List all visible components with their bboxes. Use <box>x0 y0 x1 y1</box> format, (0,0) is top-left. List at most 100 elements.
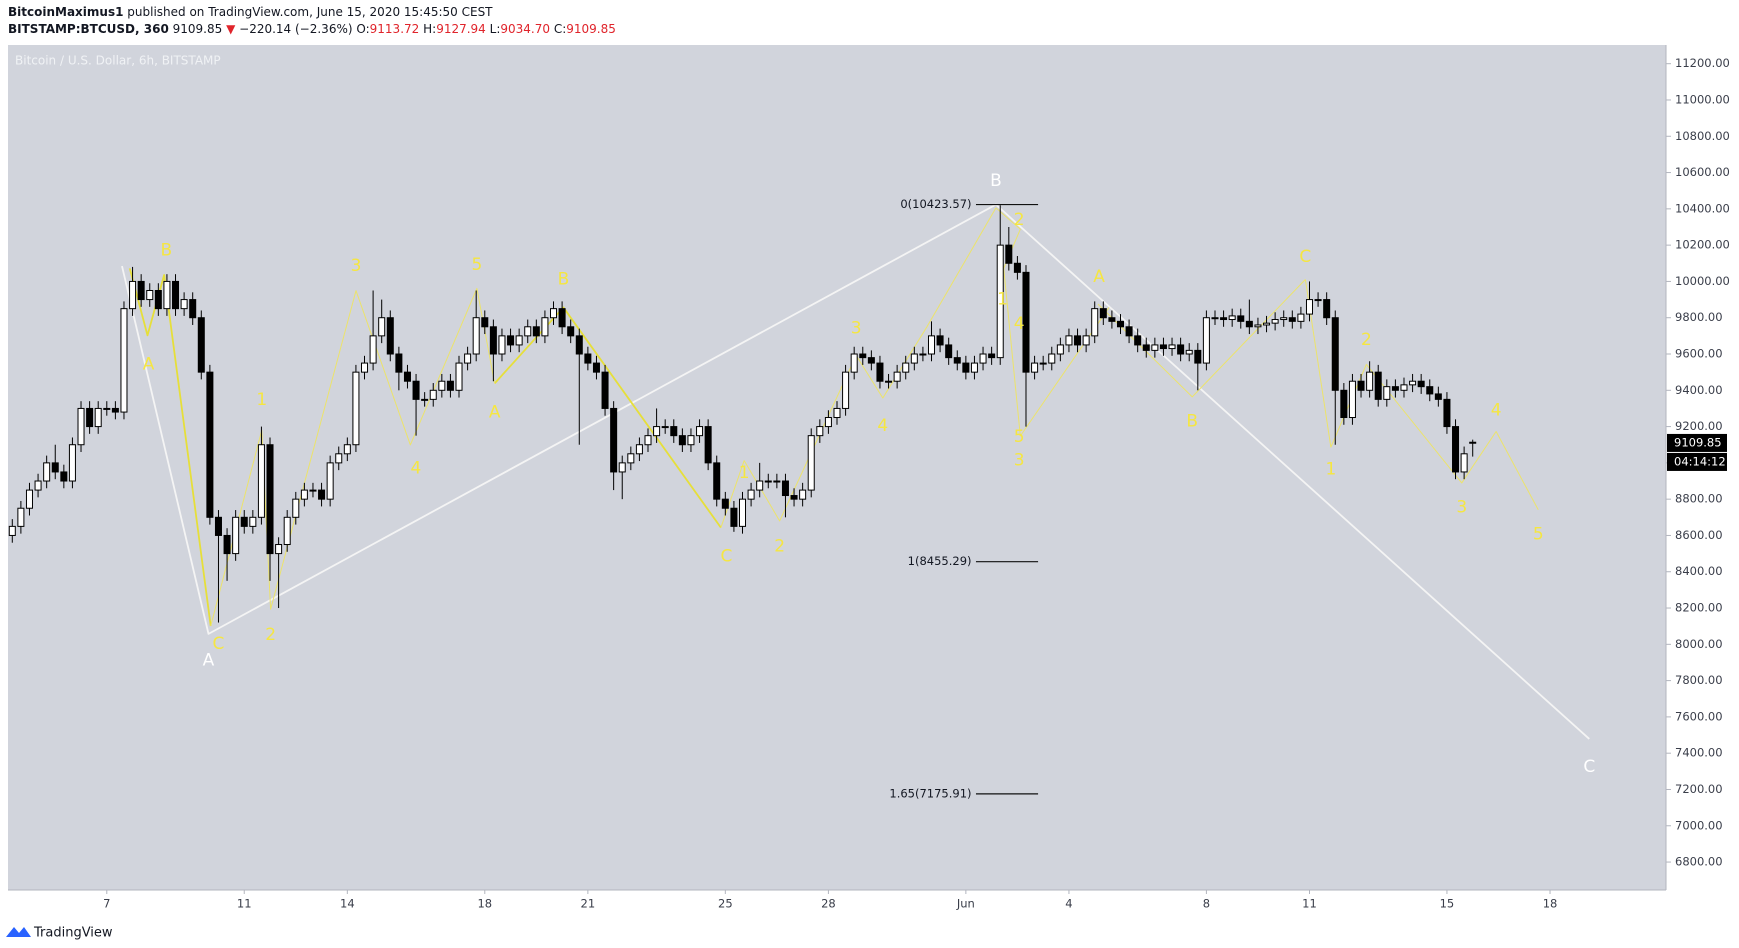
symbol: BITSTAMP:BTCUSD, 360 <box>8 22 169 36</box>
candle-body <box>979 353 987 364</box>
candle-body <box>1426 386 1434 395</box>
candle-body <box>842 371 850 409</box>
ohlc-value: 9034.70 <box>500 22 550 36</box>
candle-body <box>481 317 489 328</box>
candle-body <box>610 407 618 473</box>
candle-body <box>1177 344 1185 355</box>
wave-label: A <box>489 403 501 423</box>
candle-body <box>747 489 755 500</box>
candle-body <box>446 380 454 391</box>
candle-body <box>249 516 257 527</box>
candle-body <box>429 389 437 400</box>
header-line: BitcoinMaximus1 published on TradingView… <box>8 5 493 19</box>
candle-body <box>919 353 927 356</box>
candle-body <box>1134 335 1142 346</box>
fib-label: 1(8455.29) <box>908 554 972 568</box>
candle-body <box>927 335 936 355</box>
wave-label: C <box>1299 247 1311 267</box>
candle-body <box>936 335 944 346</box>
candle-body <box>154 289 162 310</box>
candle-body <box>1383 386 1391 400</box>
candle-body <box>524 326 532 337</box>
published: published on TradingView.com, June 15, 2… <box>127 5 493 19</box>
candle-body <box>206 371 214 518</box>
candle-body <box>1168 344 1176 350</box>
candle-body <box>77 407 85 446</box>
candle-body <box>738 498 747 527</box>
candle-body <box>790 495 798 500</box>
candle-body <box>1065 335 1073 346</box>
candle-body <box>343 444 351 455</box>
ohlc-value: 9109.85 <box>566 22 616 36</box>
last-price-label: 9109.85 <box>1674 435 1722 449</box>
y-tick-label: 8000.00 <box>1675 637 1723 651</box>
y-tick-label: 10600.00 <box>1675 165 1730 179</box>
header-quote: BITSTAMP:BTCUSD, 360 9109.85 ▼ −220.14 (… <box>8 22 616 36</box>
wave-label: C <box>1583 757 1595 777</box>
candle-body <box>275 544 283 555</box>
candle-body <box>1228 315 1236 321</box>
candle-body <box>438 380 446 391</box>
wave-label: A <box>143 354 155 374</box>
candle-body <box>1074 335 1082 346</box>
candle-body <box>137 280 145 301</box>
candle-body <box>1357 380 1365 391</box>
candle-body <box>120 308 128 413</box>
wave-label: 4 <box>1014 314 1025 334</box>
candle-body <box>1331 317 1339 391</box>
candle-body <box>824 417 832 428</box>
x-tick-label: 18 <box>477 897 492 911</box>
author[interactable]: BitcoinMaximus1 <box>8 5 123 19</box>
wave-label: B <box>990 171 1002 191</box>
chart-title: Bitcoin / U.S. Dollar, 6h, BITSTAMP <box>15 54 221 68</box>
y-tick-label: 11000.00 <box>1675 92 1730 106</box>
candle-body <box>68 444 76 482</box>
x-tick-label: 11 <box>237 897 252 911</box>
candle-body <box>103 407 111 410</box>
candle-body <box>60 471 68 482</box>
candle-body <box>1348 380 1356 419</box>
y-tick-label: 6800.00 <box>1675 855 1723 869</box>
y-tick-label: 11200.00 <box>1675 56 1730 70</box>
candle-body <box>1263 322 1271 326</box>
ohlc-label: O: <box>356 22 369 36</box>
countdown-label: 04:14:12 <box>1674 454 1726 468</box>
candle-body <box>1237 315 1245 322</box>
wave-line <box>1304 279 1539 511</box>
y-tick-label: 7200.00 <box>1675 782 1723 796</box>
brand-logo <box>6 927 31 937</box>
candle-body <box>893 371 901 382</box>
candle-body <box>1116 320 1124 328</box>
last-price: 9109.85 <box>173 22 223 36</box>
candle-body <box>704 426 712 464</box>
x-tick-label: 25 <box>718 897 733 911</box>
candle-body <box>1460 453 1468 473</box>
x-tick-label: 21 <box>581 897 596 911</box>
brand[interactable]: TradingView <box>6 926 113 941</box>
candle-body <box>1211 317 1219 320</box>
candle-body <box>318 489 326 500</box>
candle-body <box>1108 317 1116 322</box>
candle-body <box>232 516 240 555</box>
candle-body <box>1452 426 1460 473</box>
candle-body <box>1022 271 1030 373</box>
candle-body <box>1409 380 1417 386</box>
candle-body <box>1417 380 1425 388</box>
y-tick-label: 7400.00 <box>1675 746 1723 760</box>
candle-body <box>532 326 540 337</box>
candle-body <box>1194 349 1202 364</box>
y-tick-label: 9600.00 <box>1675 347 1723 361</box>
y-tick-label: 10800.00 <box>1675 129 1730 143</box>
last-price-box <box>1667 433 1727 452</box>
x-tick-label: Jun <box>956 897 975 911</box>
candle-body <box>1099 308 1107 319</box>
candle-body <box>300 489 308 500</box>
candle-body <box>189 299 197 319</box>
wave-label: 4 <box>410 458 421 478</box>
candle-body <box>764 480 772 483</box>
candle-body <box>781 480 789 497</box>
candle-body <box>996 244 1004 359</box>
candle-body <box>163 280 171 310</box>
y-tick-label: 8400.00 <box>1675 564 1723 578</box>
